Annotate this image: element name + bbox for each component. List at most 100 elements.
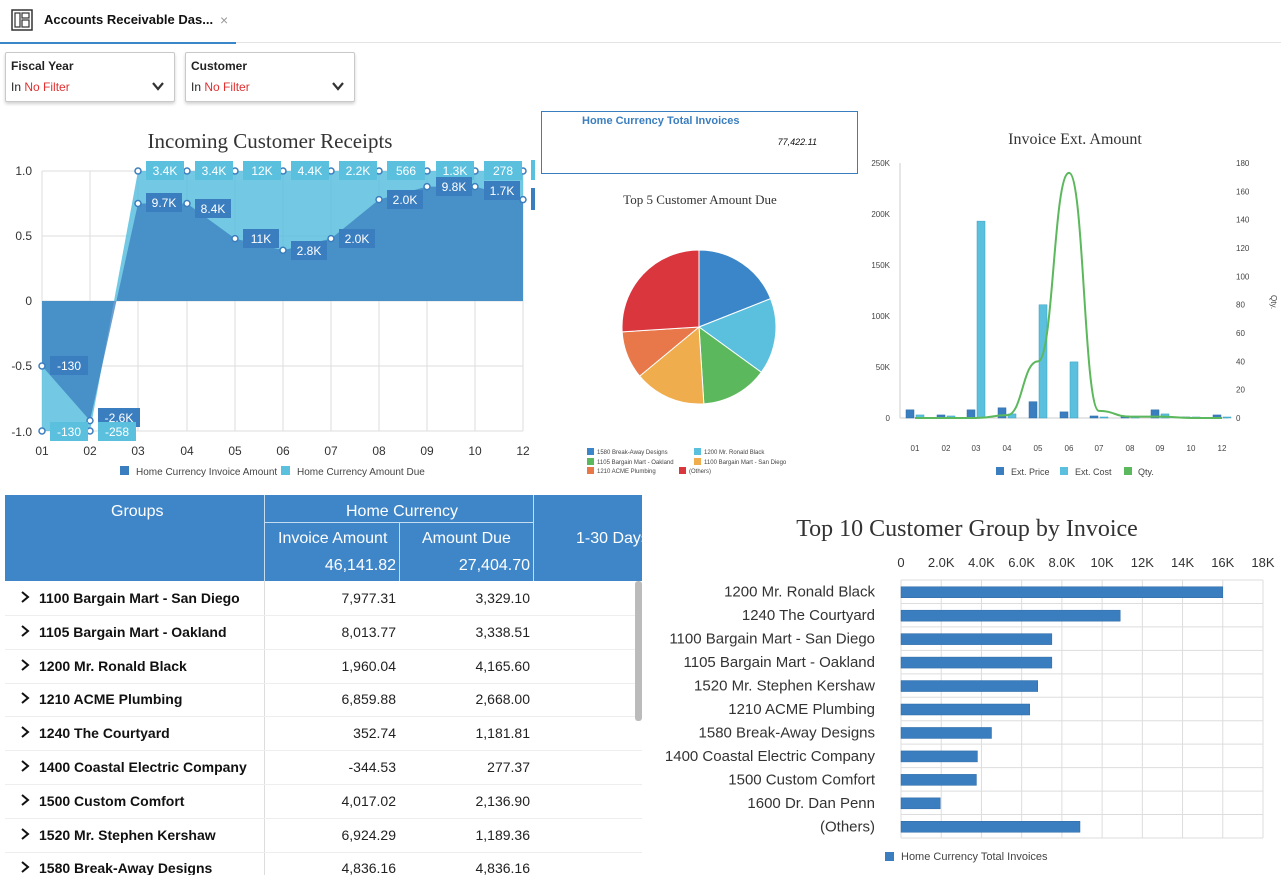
data-label: 9.7K xyxy=(152,196,177,210)
category-label: 1520 Mr. Stephen Kershaw xyxy=(694,678,875,695)
bar[interactable] xyxy=(900,727,992,739)
data-point[interactable] xyxy=(471,182,479,191)
pie-slice[interactable] xyxy=(638,325,705,405)
data-point[interactable] xyxy=(134,199,142,208)
data-point[interactable] xyxy=(375,195,383,204)
customer-filter[interactable]: Customer In No Filter xyxy=(185,52,355,102)
data-label: 11K xyxy=(251,232,271,246)
data-point[interactable] xyxy=(327,234,335,243)
chevron-right-icon[interactable] xyxy=(19,725,31,739)
scrollbar[interactable] xyxy=(635,581,642,721)
bar[interactable] xyxy=(900,821,1081,833)
invoice-amount: 4,836.16 xyxy=(341,860,397,875)
data-point[interactable] xyxy=(279,246,287,255)
chevron-down-icon[interactable] xyxy=(151,79,165,93)
header-invoice-amount[interactable]: Invoice Amount xyxy=(278,530,388,547)
pie-slice[interactable] xyxy=(698,325,762,405)
kpi-card[interactable]: Home Currency Total Invoices 77,422.11 xyxy=(541,111,858,174)
bar[interactable] xyxy=(1059,411,1069,419)
data-label: -2.6K xyxy=(105,411,134,425)
bar[interactable] xyxy=(900,797,941,810)
data-point[interactable] xyxy=(423,182,431,191)
amount-due: 4,165.60 xyxy=(475,657,531,674)
table-row[interactable]: 1400 Coastal Electric Company -344.53 277.… xyxy=(5,750,642,785)
bar[interactable] xyxy=(1099,416,1109,419)
y-tick: -0.5 xyxy=(11,359,32,373)
table-row[interactable]: 1580 Break-Away Designs 4,836.16 4,836.16 xyxy=(5,851,642,875)
bar[interactable] xyxy=(900,703,1030,716)
bar[interactable] xyxy=(905,409,915,419)
bar[interactable] xyxy=(900,586,1224,598)
x-tick: 09 xyxy=(420,444,434,458)
data-point[interactable] xyxy=(86,416,94,425)
table-row[interactable]: 1500 Custom Comfort 4,017.02 2,136.90 xyxy=(5,784,642,819)
bar[interactable] xyxy=(1069,361,1079,419)
y2-tick: 60 xyxy=(1236,329,1245,338)
bar[interactable] xyxy=(1028,401,1038,419)
chevron-right-icon[interactable] xyxy=(19,860,31,874)
x-tick: 05 xyxy=(228,444,242,458)
data-point[interactable] xyxy=(38,427,46,435)
bar[interactable] xyxy=(997,407,1007,419)
bar[interactable] xyxy=(900,774,977,786)
y-axis: 1.0 0.5 0 -0.5 -1.0 xyxy=(11,164,32,439)
chart-legend: Home Currency Total Invoices xyxy=(885,851,1048,863)
bar[interactable] xyxy=(1089,415,1099,419)
bar[interactable] xyxy=(966,409,976,419)
bar[interactable] xyxy=(900,656,1053,669)
chevron-right-icon[interactable] xyxy=(19,624,31,638)
table-row[interactable]: 1100 Bargain Mart - San Diego 7,977.31 3,3… xyxy=(5,581,642,616)
y-tick: 0 xyxy=(886,414,891,423)
invoice-amount: 6,924.29 xyxy=(341,826,397,843)
x-tick: 09 xyxy=(1156,444,1165,453)
bar[interactable] xyxy=(1038,304,1048,419)
table-row[interactable]: 1240 The Courtyard 352.74 1,181.81 xyxy=(5,716,642,752)
data-point[interactable] xyxy=(231,234,239,243)
chevron-right-icon[interactable] xyxy=(19,759,31,773)
header-1-30-days[interactable]: 1-30 Days xyxy=(576,530,642,547)
data-point[interactable] xyxy=(134,167,142,175)
table-row[interactable]: 1105 Bargain Mart - Oakland 8,013.77 3,338… xyxy=(5,615,642,650)
header-groups[interactable]: Groups xyxy=(111,503,164,520)
chevron-right-icon[interactable] xyxy=(19,793,31,807)
bar[interactable] xyxy=(1150,409,1160,419)
x-tick: 10 xyxy=(468,444,482,458)
data-label-box xyxy=(339,161,377,180)
table-row[interactable]: 1520 Mr. Stephen Kershaw 6,924.29 1,189.36 xyxy=(5,818,642,853)
bar[interactable] xyxy=(1222,416,1232,419)
chevron-right-icon[interactable] xyxy=(19,590,31,604)
chevron-right-icon[interactable] xyxy=(19,658,31,672)
qty-line xyxy=(914,171,1222,419)
data-point[interactable] xyxy=(183,199,191,208)
bar[interactable] xyxy=(900,680,1039,692)
x-tick: 07 xyxy=(324,444,338,458)
header-amount-due[interactable]: Amount Due xyxy=(422,530,511,547)
bar[interactable] xyxy=(976,220,986,419)
pie-slice[interactable] xyxy=(698,249,772,328)
amount-due: 3,338.51 xyxy=(475,623,531,640)
chevron-down-icon[interactable] xyxy=(331,79,345,93)
fiscal-year-filter[interactable]: Fiscal Year In No Filter xyxy=(5,52,175,102)
tab-dashboard[interactable]: Accounts Receivable Das... × xyxy=(0,0,236,44)
x-tick: 03 xyxy=(131,444,145,458)
chevron-right-icon[interactable] xyxy=(19,827,31,841)
pie-slice[interactable] xyxy=(621,249,700,333)
chart-legend: Ext. Price Ext. Cost Qty. xyxy=(996,467,1154,477)
bar[interactable] xyxy=(900,609,1121,622)
y2-tick: 40 xyxy=(1236,357,1245,366)
bar[interactable] xyxy=(900,750,978,763)
data-point[interactable] xyxy=(38,362,46,370)
legend-label: (Others) xyxy=(689,469,711,475)
close-icon[interactable]: × xyxy=(220,12,229,28)
table-row[interactable]: 1210 ACME Plumbing 6,859.88 2,668.00 xyxy=(5,682,642,718)
y2-tick: 140 xyxy=(1236,216,1250,225)
table-row[interactable]: 1200 Mr. Ronald Black 1,960.04 4,165.60 xyxy=(5,649,642,684)
pie-slice[interactable] xyxy=(697,298,777,373)
y2-tick: 180 xyxy=(1236,159,1250,168)
bar[interactable] xyxy=(900,633,1053,645)
data-point[interactable] xyxy=(183,167,191,175)
y2-label: Qty. xyxy=(1269,295,1278,309)
data-point[interactable] xyxy=(519,195,527,204)
chevron-right-icon[interactable] xyxy=(19,691,31,705)
x-tick: 02 xyxy=(942,444,951,453)
